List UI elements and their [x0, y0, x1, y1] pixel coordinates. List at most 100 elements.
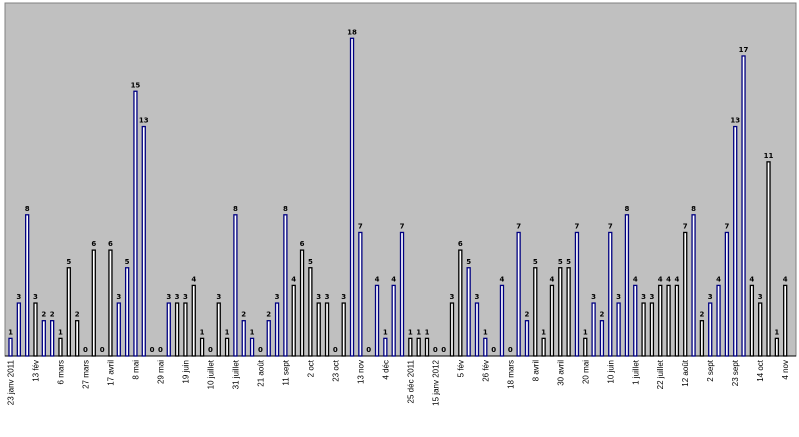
bar-value-label-51: 0	[433, 346, 438, 354]
bar-value-label-38: 3	[325, 293, 330, 301]
bar-value-label-67: 5	[566, 258, 571, 266]
bar-value-label-85: 4	[716, 275, 721, 283]
x-tick-label-4: 17 avril	[106, 360, 115, 386]
bar-value-label-82: 8	[691, 205, 696, 213]
bar-value-label-25: 3	[216, 293, 221, 301]
bar-79	[666, 284, 671, 357]
bar-value-label-46: 4	[391, 275, 396, 283]
bar-36	[308, 267, 313, 357]
bar-value-label-86: 7	[724, 222, 729, 230]
bar-value-label-7: 5	[66, 258, 71, 266]
bar-68	[574, 231, 580, 357]
bar-77	[649, 302, 655, 357]
bar-38	[324, 302, 330, 357]
bar-value-label-72: 7	[608, 222, 613, 230]
bar-80	[674, 284, 680, 357]
bar-74	[624, 214, 630, 357]
bar-value-label-14: 5	[125, 258, 130, 266]
bar-value-label-63: 5	[533, 258, 538, 266]
bar-19	[166, 302, 171, 357]
bar-23	[199, 337, 205, 357]
bar-value-label-31: 2	[266, 311, 271, 319]
x-tick-label-27: 12 août	[681, 359, 690, 386]
x-tick-label-30: 14 oct	[756, 359, 765, 382]
bar-value-label-53: 3	[450, 293, 455, 301]
x-tick-label-17: 15 janv 2012	[431, 359, 440, 405]
x-tick-label-26: 22 juillet	[656, 359, 665, 389]
bar-value-label-71: 2	[599, 311, 604, 319]
bar-value-label-80: 4	[674, 275, 679, 283]
bar-value-label-64: 1	[541, 328, 546, 336]
bar-value-label-2: 8	[25, 205, 30, 213]
bar-value-label-79: 4	[666, 275, 671, 283]
bar-20	[174, 302, 180, 357]
x-tick-label-1: 13 fév	[31, 360, 40, 382]
bar-value-label-89: 4	[749, 275, 754, 283]
x-tick-label-18: 5 fév	[456, 360, 465, 377]
bar-62	[524, 320, 530, 357]
bar-value-label-16: 13	[139, 117, 149, 125]
bar-value-label-73: 3	[616, 293, 621, 301]
bar-value-label-21: 3	[183, 293, 188, 301]
bar-value-label-43: 0	[366, 346, 371, 354]
bar-56	[474, 302, 480, 357]
x-tick-label-19: 26 fév	[481, 360, 490, 382]
x-tick-label-2: 6 mars	[56, 360, 65, 384]
x-tick-label-0: 23 janv 2011	[7, 359, 16, 405]
bar-value-label-41: 18	[347, 28, 357, 36]
bar-84	[708, 302, 713, 357]
x-tick-label-21: 8 avril	[531, 360, 540, 382]
bar-75	[633, 284, 638, 357]
bar-29	[249, 337, 255, 357]
bar-4	[41, 320, 46, 357]
bar-value-label-59: 4	[500, 275, 505, 283]
bar-value-label-6: 1	[58, 328, 63, 336]
bar-value-label-91: 11	[764, 152, 774, 160]
bar-value-label-34: 4	[291, 275, 296, 283]
bar-value-label-45: 1	[383, 328, 388, 336]
bar-value-label-18: 0	[158, 346, 163, 354]
bar-32	[274, 302, 280, 357]
bar-64	[541, 337, 546, 357]
bar-value-label-44: 4	[375, 275, 380, 283]
bar-value-label-39: 0	[333, 346, 338, 354]
bar-44	[374, 284, 380, 357]
bar-31	[266, 320, 271, 357]
bar-value-label-68: 7	[575, 222, 580, 230]
bar-82	[691, 214, 696, 357]
bar-value-label-20: 3	[175, 293, 180, 301]
bar-value-label-10: 6	[91, 240, 96, 248]
bar-90	[758, 302, 763, 357]
bar-value-label-57: 1	[483, 328, 488, 336]
bar-91	[766, 161, 771, 357]
bar-92	[774, 337, 780, 357]
bar-59	[499, 284, 505, 357]
bar-22	[191, 284, 196, 357]
bar-49	[416, 337, 421, 357]
x-tick-label-5: 8 mai	[131, 360, 140, 380]
x-tick-label-20: 18 mars	[506, 360, 515, 389]
bar-value-label-81: 7	[683, 222, 688, 230]
x-tick-label-12: 2 oct	[306, 359, 315, 377]
bar-81	[683, 231, 688, 357]
bar-value-label-61: 7	[516, 222, 521, 230]
bar-value-label-77: 3	[649, 293, 654, 301]
bars-group	[8, 37, 788, 357]
bar-5	[50, 320, 55, 357]
bar-57	[483, 337, 488, 357]
bar-93	[783, 284, 788, 357]
x-tick-label-6: 29 mai	[156, 360, 165, 384]
bar-48	[408, 337, 413, 357]
x-tick-label-16: 25 déc 2011	[406, 359, 415, 403]
bar-42	[358, 231, 363, 357]
bar-value-label-47: 7	[400, 222, 405, 230]
bar-33	[283, 214, 288, 357]
bar-value-label-84: 3	[708, 293, 713, 301]
bar-73	[616, 302, 621, 357]
bar-value-label-0: 1	[8, 328, 13, 336]
bar-8	[74, 320, 80, 357]
bar-value-label-56: 3	[475, 293, 480, 301]
bar-value-label-52: 0	[441, 346, 446, 354]
x-tick-label-11: 11 sept	[281, 359, 290, 385]
bar-value-label-12: 6	[108, 240, 113, 248]
